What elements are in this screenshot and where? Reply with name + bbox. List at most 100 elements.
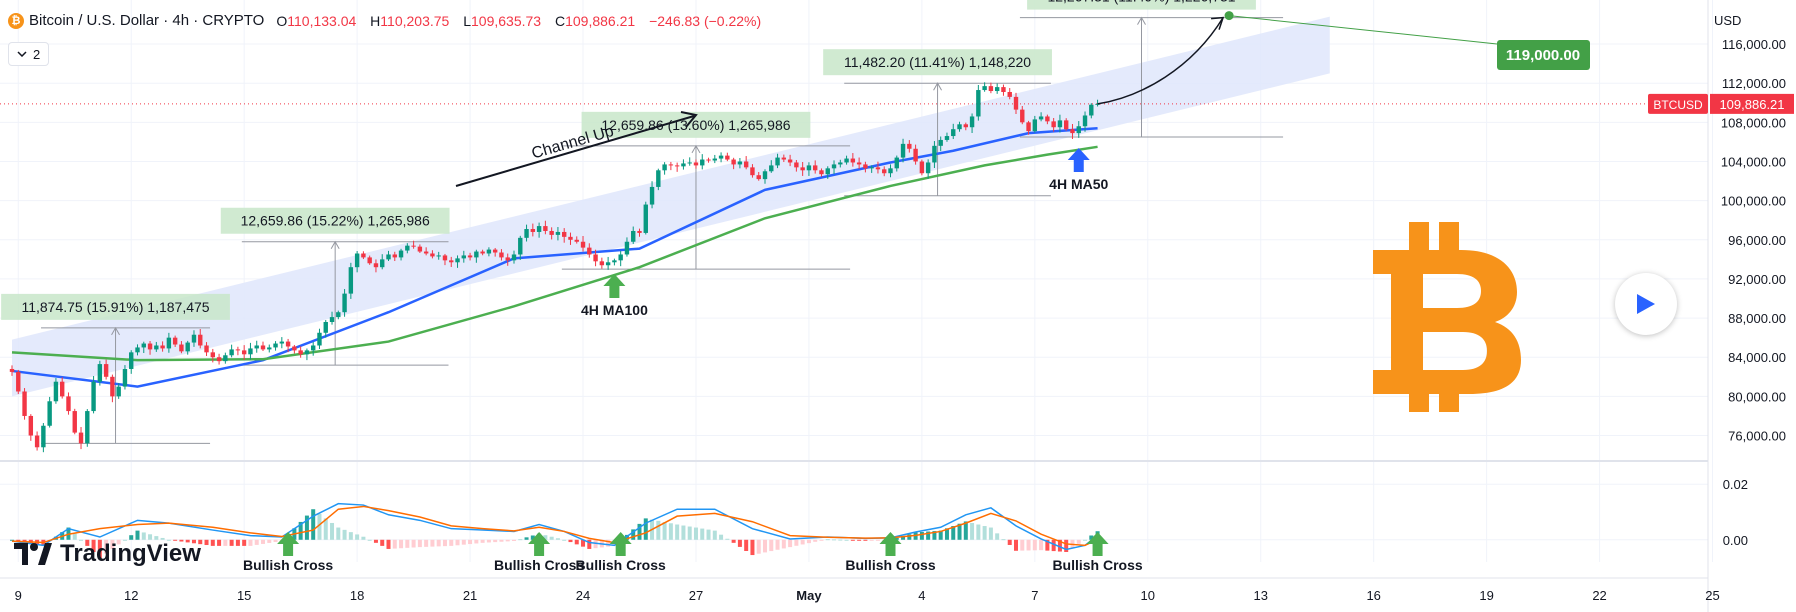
candle-body xyxy=(963,124,968,128)
time-tick-label: 24 xyxy=(576,588,590,603)
indicator-count: 2 xyxy=(33,46,41,62)
candle-body xyxy=(78,432,84,444)
candle-body xyxy=(562,231,567,237)
measure-label-box xyxy=(1,293,230,320)
change-value: −246.83 (−0.22%) xyxy=(649,12,762,29)
candle-body xyxy=(976,90,981,117)
macd-histogram-bar xyxy=(606,539,611,547)
candle-body xyxy=(449,260,454,263)
time-tick-label: 21 xyxy=(463,588,477,603)
macd-histogram-bar xyxy=(919,531,924,540)
candle-body xyxy=(643,204,648,233)
macd-histogram-bar xyxy=(122,539,127,541)
ma50-arrow-icon xyxy=(1067,148,1090,172)
candle-body xyxy=(1045,116,1050,122)
candle-body xyxy=(9,368,15,372)
measure-arrowhead xyxy=(933,82,942,91)
play-button[interactable] xyxy=(1615,273,1677,335)
macd-histogram-bar xyxy=(1032,539,1037,551)
candle-body xyxy=(348,267,354,294)
candle-body xyxy=(411,245,416,247)
candle-body xyxy=(223,355,228,362)
macd-tick-label: 0.00 xyxy=(1723,533,1748,548)
macd-histogram-bar xyxy=(160,537,165,540)
candle-body xyxy=(957,124,962,130)
macd-histogram-bar xyxy=(844,539,849,541)
ma50-line xyxy=(11,126,1098,388)
price-tick-label: 84,000.00 xyxy=(1728,350,1786,365)
candle-body xyxy=(229,349,234,356)
macd-histogram-bar xyxy=(336,527,341,540)
bullish-cross-arrow-icon xyxy=(609,532,632,556)
candle-body xyxy=(191,334,197,343)
candle-body xyxy=(794,162,799,168)
candle-body xyxy=(1095,103,1100,105)
candle-body xyxy=(631,230,636,242)
macd-histogram-bar xyxy=(869,539,874,541)
macd-histogram-bar xyxy=(957,523,962,540)
candle-body xyxy=(380,259,385,268)
candle-body xyxy=(756,175,761,180)
macd-histogram-bar xyxy=(499,539,504,542)
candle-body xyxy=(1070,129,1075,134)
candle-body xyxy=(97,364,103,382)
macd-histogram-bar xyxy=(875,539,880,541)
bitcoin-logo-part xyxy=(1373,250,1521,394)
macd-histogram-bar xyxy=(417,539,422,548)
tradingview-logo[interactable]: TradingView xyxy=(14,540,201,568)
currency-label[interactable]: USD xyxy=(1714,13,1742,28)
candle-body xyxy=(1001,87,1006,92)
bullish-cross-label: Bullish Cross xyxy=(1052,557,1142,573)
macd-histogram-bar xyxy=(242,539,247,546)
bitcoin-logo-part xyxy=(1409,222,1429,252)
indicators-toggle-button[interactable]: 2 xyxy=(8,42,50,66)
macd-histogram-bar xyxy=(1057,539,1062,552)
candle-body xyxy=(47,401,52,426)
candle-body xyxy=(831,164,837,169)
macd-histogram-bar xyxy=(424,539,429,547)
time-tick-label: 9 xyxy=(15,588,22,603)
candle-body xyxy=(110,376,115,397)
macd-histogram-bar xyxy=(555,538,560,540)
macd-histogram-bar xyxy=(794,539,799,546)
macd-histogram-bar xyxy=(405,539,410,548)
symbol-title[interactable]: Bitcoin / U.S. Dollar · 4h · CRYPTO xyxy=(29,12,265,29)
candle-body xyxy=(311,345,316,351)
candle-body xyxy=(674,165,680,167)
bitcoin-coin-icon: ₿ xyxy=(8,12,24,29)
candle-body xyxy=(34,435,40,448)
measure-label-box xyxy=(220,207,450,234)
candle-body xyxy=(712,158,717,161)
macd-histogram-bar xyxy=(976,524,981,540)
measure-label: 12,659.86 (15.22%) 1,265,986 xyxy=(241,213,430,229)
candle-body xyxy=(185,342,190,352)
current-price-label: 109,886.21 xyxy=(1719,97,1784,112)
price-tick-label: 80,000.00 xyxy=(1728,389,1786,404)
macd-histogram-bar xyxy=(675,524,680,540)
macd-histogram-bar xyxy=(700,528,705,540)
candle-body xyxy=(530,229,536,232)
candle-body xyxy=(1007,92,1012,97)
candle-body xyxy=(198,334,203,346)
candle-body xyxy=(656,170,661,187)
macd-histogram-bar xyxy=(455,539,460,546)
candle-body xyxy=(543,226,548,231)
bullish-cross-label: Bullish Cross xyxy=(494,557,584,573)
candle-body xyxy=(60,381,65,397)
macd-histogram-bar xyxy=(16,539,21,541)
macd-histogram-bar xyxy=(449,539,454,546)
price-tick-label: 76,000.00 xyxy=(1728,429,1786,444)
candle-body xyxy=(718,155,724,159)
candle-body xyxy=(147,343,153,350)
macd-histogram-bar xyxy=(932,531,937,540)
candle-body xyxy=(455,258,460,263)
time-tick-label: 27 xyxy=(689,588,703,603)
macd-histogram-bar xyxy=(399,539,404,549)
time-tick-label: 13 xyxy=(1253,588,1267,603)
candle-body xyxy=(285,341,291,347)
time-tick-label: 19 xyxy=(1479,588,1493,603)
candle-body xyxy=(894,157,899,169)
candle-body xyxy=(1026,122,1031,132)
candle-body xyxy=(122,368,128,387)
